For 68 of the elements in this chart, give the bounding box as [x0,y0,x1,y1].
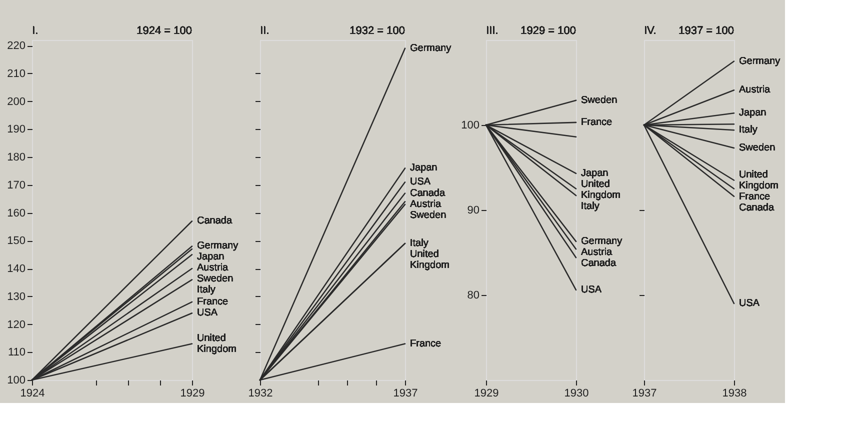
series-label: Canada [410,188,446,199]
y-tick-label: 120 [7,318,26,331]
series-label: Japan [410,162,438,174]
chart-subtitle: 1932 = 100 [350,25,405,37]
x-tick-label: 1930 [564,388,589,400]
y-tick-label: 190 [7,124,26,136]
y-tick-label: 220 [7,40,26,52]
legend-label: Germany [197,240,238,252]
series-label: Sweden [739,142,776,154]
x-tick-label: 1929 [180,388,205,400]
y-tick-label: 200 [7,96,26,108]
series-label: Austria [197,262,229,274]
series-label: Sweden [197,274,234,285]
series-label: Germany [739,56,780,67]
chart-title: IV. [644,25,656,37]
series-label: Austria [739,84,771,96]
series-label: United Kingdom [581,178,620,201]
series-label: France [739,191,771,202]
series-label: United Kingdom [410,248,450,271]
series-label: USA [197,308,218,319]
y-tick-label: 160 [7,207,26,220]
series-label: Canada [581,258,616,269]
series-label: Germany [410,42,452,54]
y-tick-label: 110 [8,346,26,359]
y-tick-label: 80 [467,290,480,302]
x-tick-label: 1938 [722,388,747,400]
y-tick-label: 210 [7,68,26,80]
series-label: Canada [197,216,232,227]
y-tick-label: 90 [467,204,480,216]
x-tick-label: 1937 [632,388,657,400]
series-label: France [197,296,229,308]
series-label: Italy [739,124,758,136]
chart-title: II. [260,25,270,37]
y-tick-label: 130 [7,290,26,303]
chart-subtitle: 1937 = 100 [678,25,734,37]
y-tick-label: 100 [7,374,26,386]
series-label: France [410,338,442,350]
series-label: Canada [739,202,774,214]
series-label: Japan [739,108,766,119]
series-label: USA [410,176,431,188]
y-tick-label: 180 [7,152,26,164]
series-label: USA [581,284,602,296]
series-label: USA [739,298,760,309]
y-tick-label: 100 [461,120,480,132]
y-tick-label: 150 [7,235,26,248]
series-label: Austria [410,198,442,210]
series-label: United Kingdom [739,169,778,192]
chart-subtitle: 1929 = 100 [520,25,576,37]
series-label: Italy [581,200,600,212]
series-label: Italy [197,284,216,296]
series-label: Germany [581,236,622,247]
series-label: Japan [581,168,608,179]
series-label: Italy [410,238,428,249]
series-label: Austria [581,246,613,258]
x-tick-label: 1924 [20,388,45,400]
series-label: United Kingdom [197,332,236,355]
chart-title: I. [32,25,38,37]
x-tick-label: 1937 [393,388,418,400]
chart-title: III. [486,25,498,37]
series-label: Sweden [581,94,618,106]
y-tick-label: 170 [7,179,26,192]
x-tick-label: 1929 [474,388,499,400]
series-label: Sweden [410,210,446,221]
x-tick-label: 1932 [248,388,273,400]
series-label: Japan [197,252,224,263]
series-label: France [581,116,613,128]
chart-subtitle: 1924 = 100 [136,25,192,37]
y-tick-label: 140 [7,263,26,276]
